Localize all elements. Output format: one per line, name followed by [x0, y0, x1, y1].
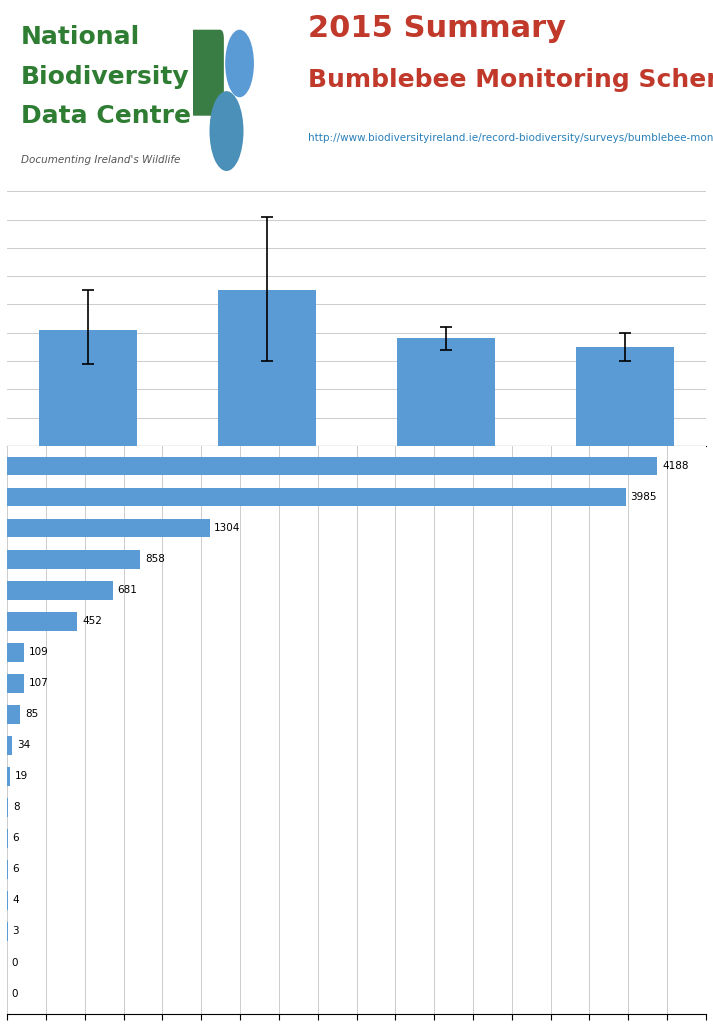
Text: Bumblebee Monitoring Scheme: Bumblebee Monitoring Scheme — [307, 69, 713, 92]
Bar — [218, 291, 317, 445]
Text: Data Centre: Data Centre — [21, 104, 191, 128]
Text: 2015 Summary: 2015 Summary — [307, 14, 565, 43]
FancyBboxPatch shape — [190, 30, 224, 116]
Text: 681: 681 — [118, 586, 138, 595]
Bar — [7, 487, 626, 507]
Bar — [7, 736, 12, 755]
Bar — [7, 612, 77, 631]
Bar — [7, 519, 210, 538]
Text: 6: 6 — [13, 864, 19, 874]
Text: Biodiversity: Biodiversity — [21, 65, 190, 89]
Text: 4: 4 — [12, 895, 19, 905]
Text: 1304: 1304 — [215, 523, 241, 534]
Text: 452: 452 — [82, 616, 102, 627]
Text: 4188: 4188 — [662, 461, 689, 471]
Text: 3: 3 — [12, 927, 19, 937]
Text: 0: 0 — [12, 988, 19, 998]
Bar — [7, 798, 9, 817]
Text: 8: 8 — [13, 803, 20, 812]
Text: National: National — [21, 25, 140, 49]
Text: 34: 34 — [17, 740, 31, 751]
Text: 19: 19 — [15, 771, 28, 781]
Bar — [7, 767, 10, 785]
Circle shape — [225, 30, 254, 97]
Text: 0: 0 — [12, 957, 19, 968]
Bar — [39, 330, 138, 445]
Bar — [7, 457, 657, 475]
Bar — [7, 829, 8, 848]
Bar — [396, 339, 495, 445]
Circle shape — [210, 91, 243, 171]
Text: 6: 6 — [13, 834, 19, 844]
Text: 858: 858 — [145, 554, 165, 564]
Bar — [7, 860, 8, 879]
Text: 85: 85 — [25, 710, 39, 719]
Text: 3985: 3985 — [630, 493, 657, 502]
Bar — [7, 643, 24, 662]
Bar — [7, 550, 140, 568]
Bar — [7, 674, 24, 692]
X-axis label: Year (no. of transects): Year (no. of transects) — [287, 475, 426, 487]
Text: 107: 107 — [29, 678, 48, 688]
Bar — [7, 581, 113, 599]
Text: http://www.biodiversityireland.ie/record-biodiversity/surveys/bumblebee-monitori: http://www.biodiversityireland.ie/record… — [307, 133, 713, 143]
Text: Documenting Ireland's Wildlife: Documenting Ireland's Wildlife — [21, 156, 180, 165]
Bar — [575, 347, 674, 445]
Text: 109: 109 — [29, 647, 48, 657]
Bar — [7, 705, 21, 724]
